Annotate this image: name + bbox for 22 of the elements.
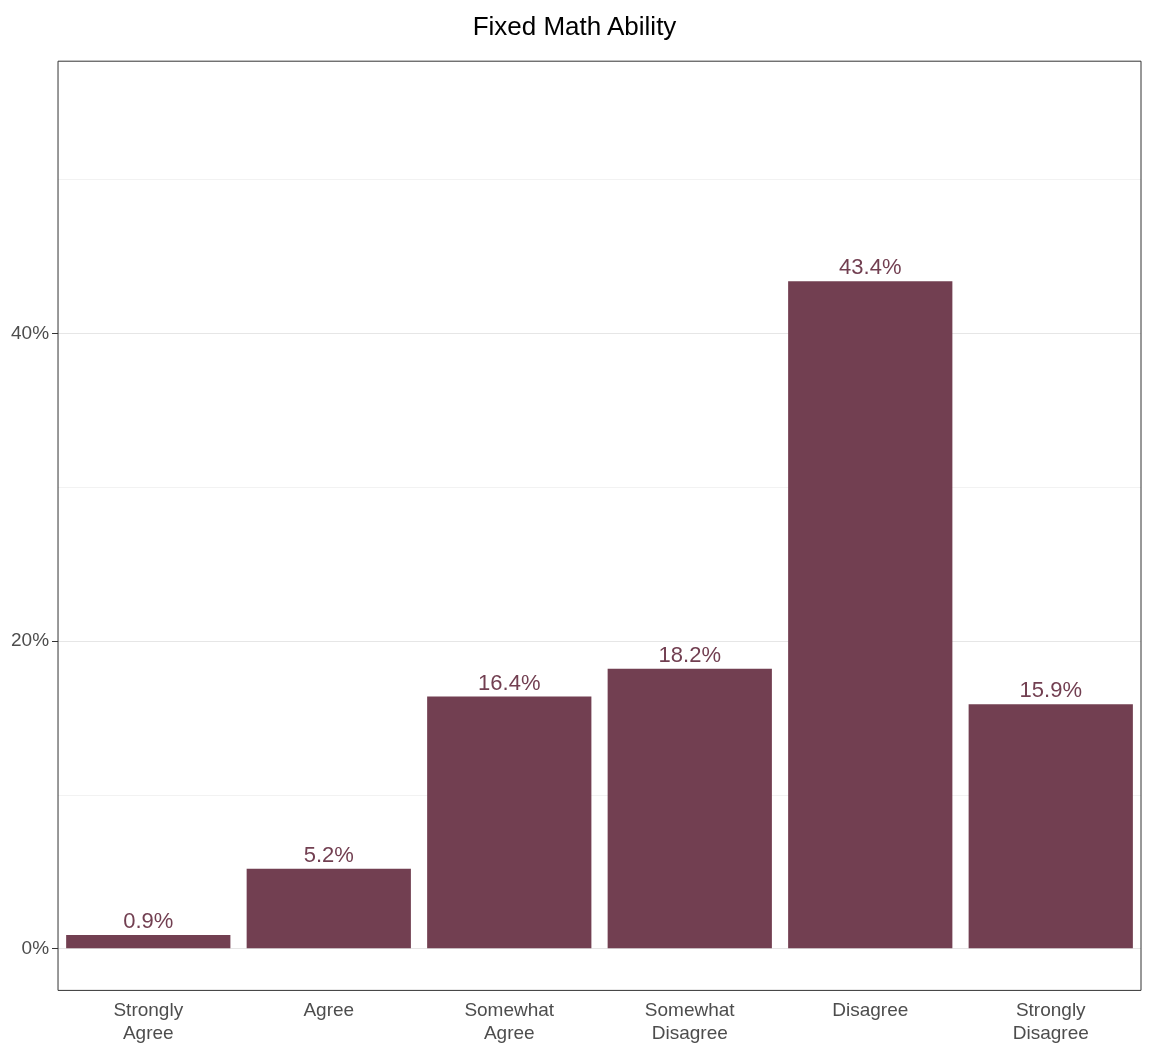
- x-tick-label: Disagree: [832, 999, 909, 1021]
- x-tick-label: Strongly Agree: [113, 999, 184, 1043]
- data-label: 18.2%: [658, 641, 721, 667]
- y-tick-label: 20%: [11, 629, 50, 651]
- bar: [788, 281, 953, 949]
- bar: [607, 668, 772, 949]
- data-label: 5.2%: [303, 841, 354, 867]
- bar: [427, 696, 592, 949]
- x-tick-label: Somewhat Disagree: [644, 999, 736, 1043]
- data-label: 43.4%: [839, 254, 902, 280]
- y-tick-label: 0%: [21, 937, 50, 959]
- x-tick-label: Somewhat Agree: [464, 999, 555, 1043]
- bar: [968, 704, 1133, 949]
- chart-title: Fixed Math Ability: [472, 10, 677, 41]
- x-tick-label: Strongly Disagree: [1012, 999, 1089, 1043]
- data-label: 15.9%: [1019, 677, 1082, 703]
- bar: [246, 868, 411, 949]
- x-tick-label: Agree: [303, 999, 355, 1021]
- data-label: 16.4%: [478, 669, 541, 695]
- data-label: 0.9%: [123, 908, 174, 934]
- y-tick-label: 40%: [11, 321, 50, 343]
- bar: [66, 935, 231, 949]
